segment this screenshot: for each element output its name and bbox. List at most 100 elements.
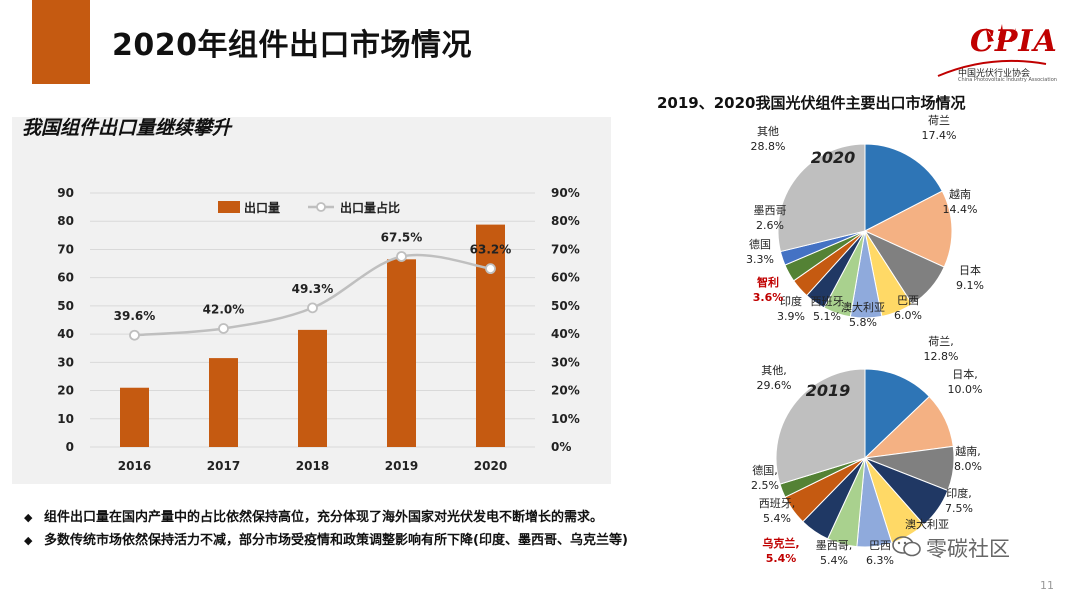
- pie-slice-name: 越南: [949, 187, 971, 201]
- logo-swoosh-icon: [937, 59, 1047, 77]
- pie-slice-value: 10.0%: [948, 383, 983, 396]
- pie-slice-其他: [777, 143, 866, 253]
- share-data-label: 63.2%: [470, 243, 512, 257]
- x-tick-label: 2020: [474, 459, 507, 473]
- share-data-label: 67.5%: [381, 231, 423, 245]
- pie-slice-value: 3.9%: [777, 310, 805, 323]
- pie-slice-name: 澳大利亚: [841, 300, 885, 314]
- share-point: [396, 251, 407, 262]
- legend-line-marker: [316, 202, 326, 212]
- y-right-tick-label: 80%: [551, 214, 580, 228]
- pie-slice-value: 14.4%: [943, 203, 978, 216]
- y-right-tick-label: 0%: [551, 440, 571, 454]
- share-point: [307, 302, 318, 314]
- share-point: [218, 323, 229, 334]
- pie-slice-value: 5.8%: [849, 316, 877, 329]
- bullet-item: ◆ 多数传统市场依然保持活力不减，部分市场受疫情和政策调整影响有所下降(印度、墨…: [18, 529, 668, 552]
- bullet-text: 组件出口量在国内产量中的占比依然保持高位，充分体现了海外国家对光伏发电不断增长的…: [44, 510, 604, 525]
- pie-center-label: 2019: [806, 381, 851, 400]
- pie-slice-name: 乌克兰,: [762, 536, 799, 550]
- legend-line-label: 出口量占比: [340, 200, 400, 215]
- pie-slice-value: 29.6%: [757, 379, 792, 392]
- y-left-tick-label: 30: [57, 355, 74, 369]
- y-right-tick-label: 30%: [551, 355, 580, 369]
- pie-slice-name: 德国,: [752, 463, 778, 477]
- pie-slice-value: 3.3%: [746, 253, 774, 266]
- pie-slice-name: 其他,: [761, 364, 787, 377]
- logo-brand: CPIA: [970, 24, 1058, 59]
- x-tick-label: 2017: [207, 459, 240, 473]
- pie-slice-value: 3.6%: [753, 291, 784, 304]
- y-right-tick-label: 10%: [551, 412, 580, 426]
- pie-slice-name: 越南,: [955, 444, 981, 458]
- chat-bubble-icon: [892, 536, 921, 557]
- diamond-bullet-icon: ◆: [24, 534, 33, 547]
- pie-slice-value: 9.1%: [956, 279, 984, 292]
- pie-slice-name: 德国: [749, 237, 771, 251]
- pie-chart-2019: 2019 荷兰, 12.8% 日本, 10.0% 越南, 8.0% 印度, 7.5% 澳大利亚巴西…: [751, 335, 983, 567]
- y-left-tick-label: 20: [57, 384, 74, 398]
- legend-bar-label: 出口量: [244, 200, 280, 215]
- pie-slice-value: 5.1%: [813, 310, 841, 323]
- share-point: [485, 263, 496, 275]
- y-right-tick-label: 50%: [551, 299, 580, 313]
- pie-slice-name: 印度: [780, 294, 802, 308]
- logo-sun-icon: [986, 24, 1016, 42]
- pie-slice-name: 日本,: [952, 367, 978, 381]
- pie-slice-name: 巴西: [897, 294, 919, 307]
- y-right-tick-label: 20%: [551, 384, 580, 398]
- pie-slice-name: 墨西哥,: [816, 539, 853, 552]
- pie-slice-value: 6.0%: [894, 309, 922, 322]
- share-point: [129, 329, 140, 341]
- bullet-item: ◆ 组件出口量在国内产量中的占比依然保持高位，充分体现了海外国家对光伏发电不断增…: [18, 506, 668, 529]
- pie-slice-value: 5.4%: [766, 552, 797, 565]
- y-left-tick-label: 50: [57, 299, 74, 313]
- pie-slice-荷兰: [864, 143, 943, 232]
- y-left-tick-label: 10: [57, 412, 74, 426]
- x-tick-label: 2018: [296, 459, 329, 473]
- pie-slice-value: 6.3%: [866, 554, 894, 567]
- pie-slice-name: 印度,: [946, 486, 972, 500]
- cpia-logo-icon: [937, 24, 1047, 77]
- legend-bar-swatch: [218, 201, 240, 213]
- pie-slice-越南: [863, 190, 953, 268]
- pie-slice-name: 荷兰,: [928, 335, 954, 348]
- summary-bullets: ◆ 组件出口量在国内产量中的占比依然保持高位，充分体现了海外国家对光伏发电不断增…: [18, 506, 668, 552]
- pie-slice-value: 7.5%: [945, 502, 973, 515]
- watermark: 零碳社区: [892, 531, 1072, 571]
- y-left-tick-label: 0: [66, 440, 74, 454]
- y-left-tick-label: 90: [57, 186, 74, 200]
- pie-slice-value: 5.4%: [763, 512, 791, 525]
- pie-slice-name: 其他: [757, 125, 779, 138]
- bar-2020: [476, 224, 505, 447]
- share-data-label: 42.0%: [203, 302, 245, 316]
- y-right-tick-label: 40%: [551, 327, 580, 341]
- bar-2019: [387, 259, 416, 447]
- page-number: 11: [1040, 579, 1054, 592]
- pie-slice-荷兰: [864, 368, 931, 460]
- bar-2016: [120, 387, 149, 447]
- pie-slice-其他: [775, 368, 866, 485]
- pie-center-label: 2020: [811, 148, 856, 167]
- x-tick-label: 2016: [118, 459, 151, 473]
- y-left-tick-label: 60: [57, 271, 74, 285]
- page-title: 2020年组件出口市场情况: [112, 28, 472, 63]
- pie-slice-value: 8.0%: [954, 460, 982, 473]
- diamond-bullet-icon: ◆: [24, 511, 33, 524]
- panel-subtitle: 我国组件出口量继续攀升: [22, 117, 232, 139]
- pie-slice-name: 西班牙: [811, 295, 844, 308]
- share-data-label: 39.6%: [114, 309, 156, 323]
- bar-2018: [298, 329, 327, 447]
- y-right-tick-label: 60%: [551, 271, 580, 285]
- pie-slice-name: 墨西哥: [754, 204, 787, 217]
- pie-slice-name: 日本: [959, 263, 981, 277]
- pie-slice-name: 智利: [757, 275, 779, 289]
- share-data-label: 49.3%: [292, 282, 334, 296]
- logo-org-name: 中国光伏行业协会: [958, 69, 1031, 79]
- pie-slice-name: 巴西: [869, 539, 891, 552]
- y-left-tick-label: 80: [57, 214, 74, 228]
- header-accent-block: [32, 0, 90, 84]
- x-tick-label: 2019: [385, 459, 418, 473]
- y-right-tick-label: 70%: [551, 242, 580, 256]
- pie-slice-value: 28.8%: [751, 140, 786, 153]
